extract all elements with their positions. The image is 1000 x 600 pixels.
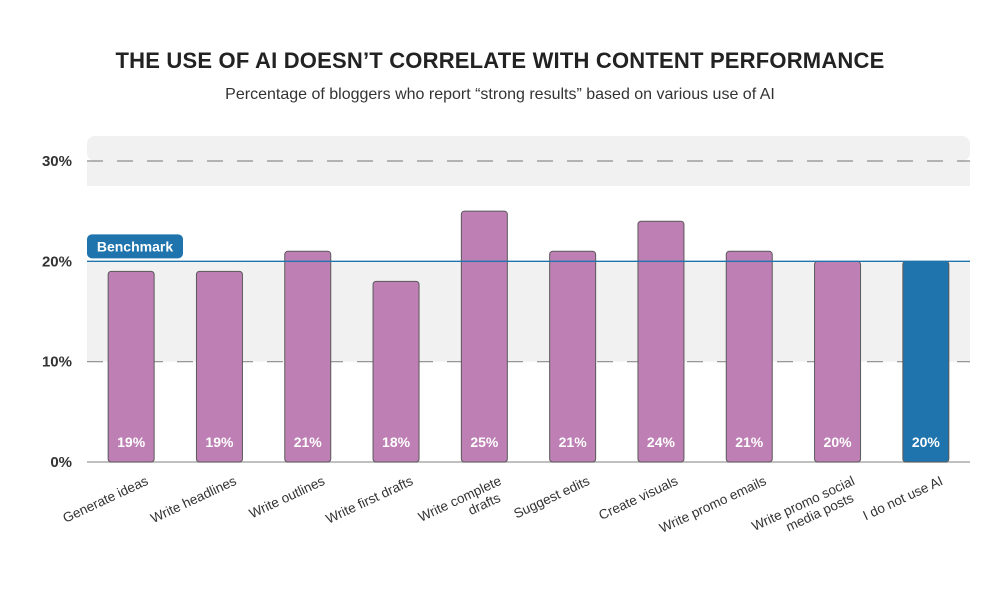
benchmark: Benchmark	[87, 234, 970, 263]
bar	[902, 260, 950, 463]
bar	[195, 270, 243, 463]
chart-title: THE USE OF AI DOESN’T CORRELATE WITH CON…	[115, 48, 885, 73]
x-category-label: Write outlines	[247, 473, 327, 521]
bar	[637, 220, 685, 463]
bar-value-label: 21%	[559, 434, 588, 450]
bar	[725, 250, 773, 463]
band-top-fill	[87, 161, 970, 186]
bar-value-label: 21%	[294, 434, 323, 450]
bar	[107, 270, 155, 463]
y-axis: 0% 10% 20% 30%	[42, 153, 72, 471]
x-category-label: Write headlines	[148, 473, 239, 526]
chart-subtitle: Percentage of bloggers who report “stron…	[225, 86, 775, 103]
x-category-label: I do not use AI	[861, 473, 946, 523]
bar-value-label: 19%	[117, 434, 146, 450]
bar-value-label: 18%	[382, 434, 411, 450]
bar-value-label: 21%	[735, 434, 764, 450]
bar-value-label: 19%	[205, 434, 234, 450]
benchmark-badge	[87, 234, 183, 259]
x-category-label: Create visuals	[596, 473, 680, 523]
bar-value-label: 25%	[470, 434, 499, 450]
bar	[549, 250, 597, 463]
bar	[372, 280, 420, 463]
x-category-label: Generate ideas	[60, 473, 150, 526]
bar	[460, 210, 508, 463]
bar	[814, 260, 862, 463]
bar-value-label: 24%	[647, 434, 676, 450]
x-category-label: Write first drafts	[324, 473, 416, 527]
y-tick-label: 10%	[42, 354, 72, 371]
benchmark-label: Benchmark	[97, 238, 173, 254]
bar-value-label: 20%	[912, 434, 941, 450]
bars: 19% 19% 21% 18% 25% 21% 24% 21% 20% 20%	[107, 210, 950, 463]
x-category-label: Write completedrafts	[416, 473, 510, 538]
bar	[284, 250, 332, 463]
y-tick-label: 30%	[42, 153, 72, 170]
y-tick-label: 0%	[50, 454, 72, 471]
bar-value-label: 20%	[824, 434, 853, 450]
band-top	[87, 136, 970, 161]
x-category-label: Suggest edits	[511, 473, 592, 521]
y-tick-label: 20%	[42, 253, 72, 270]
